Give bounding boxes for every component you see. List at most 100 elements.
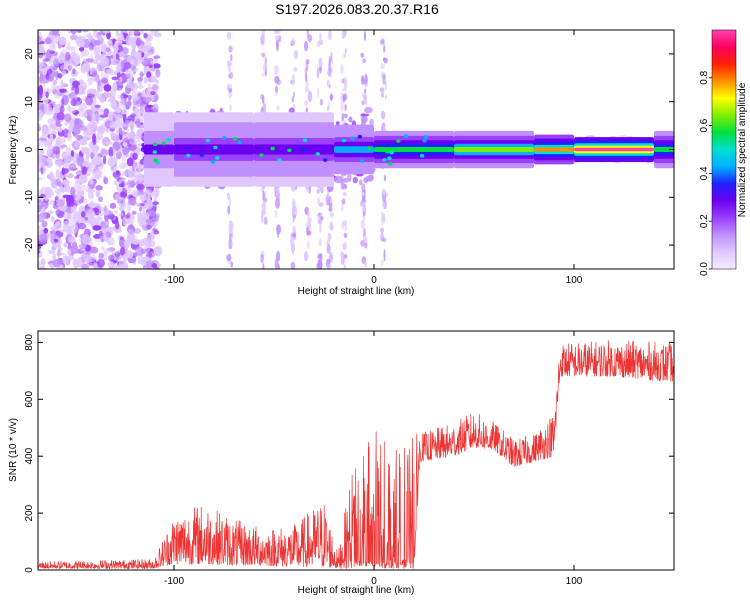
spectrogram-cell [84, 110, 88, 119]
snr-y-tick-label: 200 [24, 504, 35, 521]
spectrogram-cell [94, 74, 100, 83]
spectrogram-cell [152, 201, 159, 205]
spectrogram-cell [108, 146, 114, 158]
spectrogram-hotspot [382, 158, 387, 162]
spectrogram-cell [364, 237, 368, 244]
spectrogram-cell [38, 90, 43, 101]
spectrogram-cell [81, 233, 90, 245]
spectrogram-cell [113, 133, 119, 137]
spectrogram-cell [328, 59, 331, 71]
spectrogram-cell [55, 199, 65, 207]
spectrogram-cell [61, 70, 66, 77]
spectrogram-cell [56, 160, 63, 168]
spectrogram-cell [364, 106, 373, 114]
spectrogram-cell [78, 243, 87, 250]
spectrogram-cell [40, 258, 45, 266]
spectrogram-cell [94, 30, 98, 33]
spectrogram-cell [69, 34, 79, 41]
spectrogram-hotspot [199, 153, 205, 157]
spectrogram-cell [340, 203, 344, 212]
spectrogram-cell [68, 236, 76, 243]
spectrogram-cell [342, 191, 347, 197]
spectrogram-cell [67, 30, 72, 34]
spectrogram-cell [327, 232, 331, 242]
spectrogram-cell [143, 32, 148, 39]
snr-y-tick-label: 600 [24, 391, 35, 408]
spectrogram-cell [319, 98, 323, 106]
spectrogram-cell [65, 220, 74, 224]
spectrogram-cell [131, 210, 137, 215]
spectrogram-cell [53, 222, 62, 230]
spectrogram-cell [360, 219, 365, 229]
spectrogram-cell [81, 148, 90, 154]
spectrogram-cell [383, 174, 386, 182]
spectrogram-cell [48, 59, 53, 65]
spectrogram-band [454, 147, 534, 152]
spectrogram-cell [38, 36, 41, 42]
spectrogram-cell [230, 54, 233, 62]
spectrogram-cell [110, 61, 118, 65]
spectrogram-cell [41, 98, 49, 104]
spectrogram-cell [125, 73, 131, 80]
spectrogram-cell [43, 227, 49, 234]
spectrogram-cell [129, 120, 134, 126]
spectrogram-cell [318, 238, 323, 247]
spectrogram-cell [50, 199, 56, 206]
spectrogram-band [174, 144, 254, 155]
spectrogram-cell [363, 78, 368, 85]
spectrogram-cell [47, 73, 54, 82]
spectrogram-cell [61, 98, 65, 108]
spectrogram-cell [86, 128, 94, 139]
spectrogram-cell [93, 234, 102, 239]
spectrogram-y-ticks: -20 -10 0 10 20 [24, 48, 674, 252]
spectrogram-cell [361, 100, 365, 106]
spectrogram-cell [361, 202, 367, 207]
spectrogram-cell [62, 194, 70, 199]
spectrogram-cell [369, 118, 374, 127]
snr-y-tick-label: 0 [24, 567, 35, 573]
spectrogram-cell [361, 116, 368, 124]
spectrogram-cell [38, 150, 44, 160]
snr-x-tick-label: 0 [371, 576, 377, 587]
spectrogram-cell [83, 198, 88, 204]
spectrogram-cell [112, 82, 118, 93]
spectrogram-cell [344, 47, 347, 54]
spectrogram-cell [293, 49, 299, 59]
spectrogram-cell [124, 123, 131, 128]
spectrogram-cell [148, 64, 153, 68]
spectrogram-cell [260, 212, 264, 224]
spectrogram-cell [228, 45, 233, 53]
spectrogram-cell [150, 91, 156, 95]
spectrogram-cell [385, 81, 387, 90]
spectrogram-cell [290, 37, 296, 46]
spectrogram-cell [72, 68, 76, 75]
spectrogram-cell [76, 39, 86, 48]
spectrogram-hotspot [423, 135, 429, 139]
spectrogram-cell [60, 79, 64, 90]
spectrogram-cell [119, 237, 126, 248]
spectrogram-cell [60, 64, 67, 71]
spectrogram-cell [155, 79, 159, 84]
spectrogram-cell [82, 30, 89, 33]
spectrogram-cell [307, 90, 313, 103]
spectrogram-cell [83, 135, 87, 140]
figure-title: S197.2026.083.20.37.R16 [275, 1, 439, 17]
spectrogram-cell [124, 102, 130, 107]
spectrogram-cell [327, 68, 332, 77]
spectrogram-cell [117, 40, 123, 44]
spectrogram-cell [145, 203, 154, 210]
spectrogram-cell [139, 206, 143, 212]
spectrogram-cell [137, 77, 144, 82]
spectrogram-cell [123, 201, 127, 209]
spectrogram-cell [38, 238, 44, 243]
snr-x-ticks: -100 0 100 [164, 331, 583, 587]
spectrogram-cell [304, 40, 308, 52]
spectrogram-cell [155, 69, 161, 78]
spectrogram-cell [276, 250, 281, 262]
spectrogram-x-tick-label: 0 [371, 275, 377, 286]
spectrogram-hotspot [315, 152, 320, 156]
spectrogram-cell [93, 155, 102, 163]
spectrogram-cell [60, 144, 68, 148]
